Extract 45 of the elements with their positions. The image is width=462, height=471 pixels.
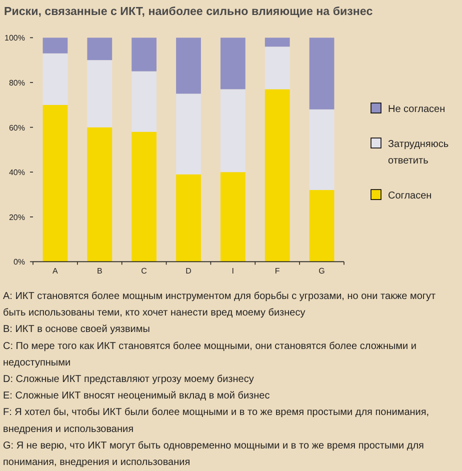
- bar: [132, 71, 157, 132]
- bar: [87, 127, 112, 262]
- bar: [309, 109, 334, 190]
- bar: [176, 174, 201, 262]
- bar: [132, 38, 157, 72]
- text: D: Сложные ИКТ представляют угрозу моему бизнесу: [3, 374, 254, 385]
- bar: [309, 38, 334, 110]
- bar: [42, 53, 68, 105]
- legend-label: Затрудняюсь ответить: [388, 139, 449, 167]
- bar: [42, 104, 68, 262]
- bar: [264, 46, 290, 90]
- y-tick-label: 80%: [8, 78, 25, 88]
- x-tick-label: F: [274, 266, 280, 276]
- bar: [220, 38, 246, 90]
- x-tick-label: C: [141, 266, 148, 276]
- bar: [42, 38, 68, 54]
- y-tick-label: 60%: [8, 123, 25, 132]
- legend-label: Не согласен: [388, 104, 446, 115]
- text: E: Сложные ИКТ вносят неоценимый вклад в мой бизнес: [3, 390, 270, 402]
- bar: [309, 190, 334, 262]
- bar: [87, 60, 112, 128]
- bar: [176, 94, 201, 174]
- x-tick-label: I: [232, 266, 234, 276]
- x-tick-label: B: [96, 266, 102, 276]
- y-tick-label: 20%: [8, 212, 25, 222]
- bar: [264, 89, 290, 262]
- y-tick-label: 100%: [4, 34, 25, 43]
- bar: [220, 89, 246, 172]
- text: A: ИКТ становятся более мощным инструментом для борьбы с угрозами, но они также могут быть использованы теми, кто хочет нанести вред моему бизнесу: [3, 291, 436, 319]
- text: F: Я хотел бы, чтобы ИКТ были более мощными и в то же время простыми для понимания, внедрения и использования: [3, 407, 430, 435]
- chart-title: Риски, связанные с ИКТ, наиболее сильно влияющие на бизнес: [4, 5, 374, 18]
- text: G: Я не верю, что ИКТ могут быть одновременно мощными и в то же время простыми для понимания, внедрения и использования: [3, 440, 424, 468]
- bar: [220, 172, 246, 262]
- bar: [132, 132, 157, 262]
- y-tick-label: 40%: [8, 168, 25, 178]
- text: B: ИКТ в основе своей уязвимы: [3, 324, 150, 336]
- bar: [87, 38, 112, 60]
- bar: [264, 38, 290, 47]
- text: C: По мере того как ИКТ становятся более мощными, они становятся более сложными и недоступными: [3, 340, 417, 368]
- y-tick-label: 0%: [13, 258, 25, 267]
- x-tick-label: A: [52, 266, 59, 276]
- legend-label: Согласен: [388, 190, 432, 202]
- x-tick-label: D: [186, 266, 192, 276]
- x-tick-label: G: [318, 266, 325, 276]
- bar: [176, 38, 201, 94]
